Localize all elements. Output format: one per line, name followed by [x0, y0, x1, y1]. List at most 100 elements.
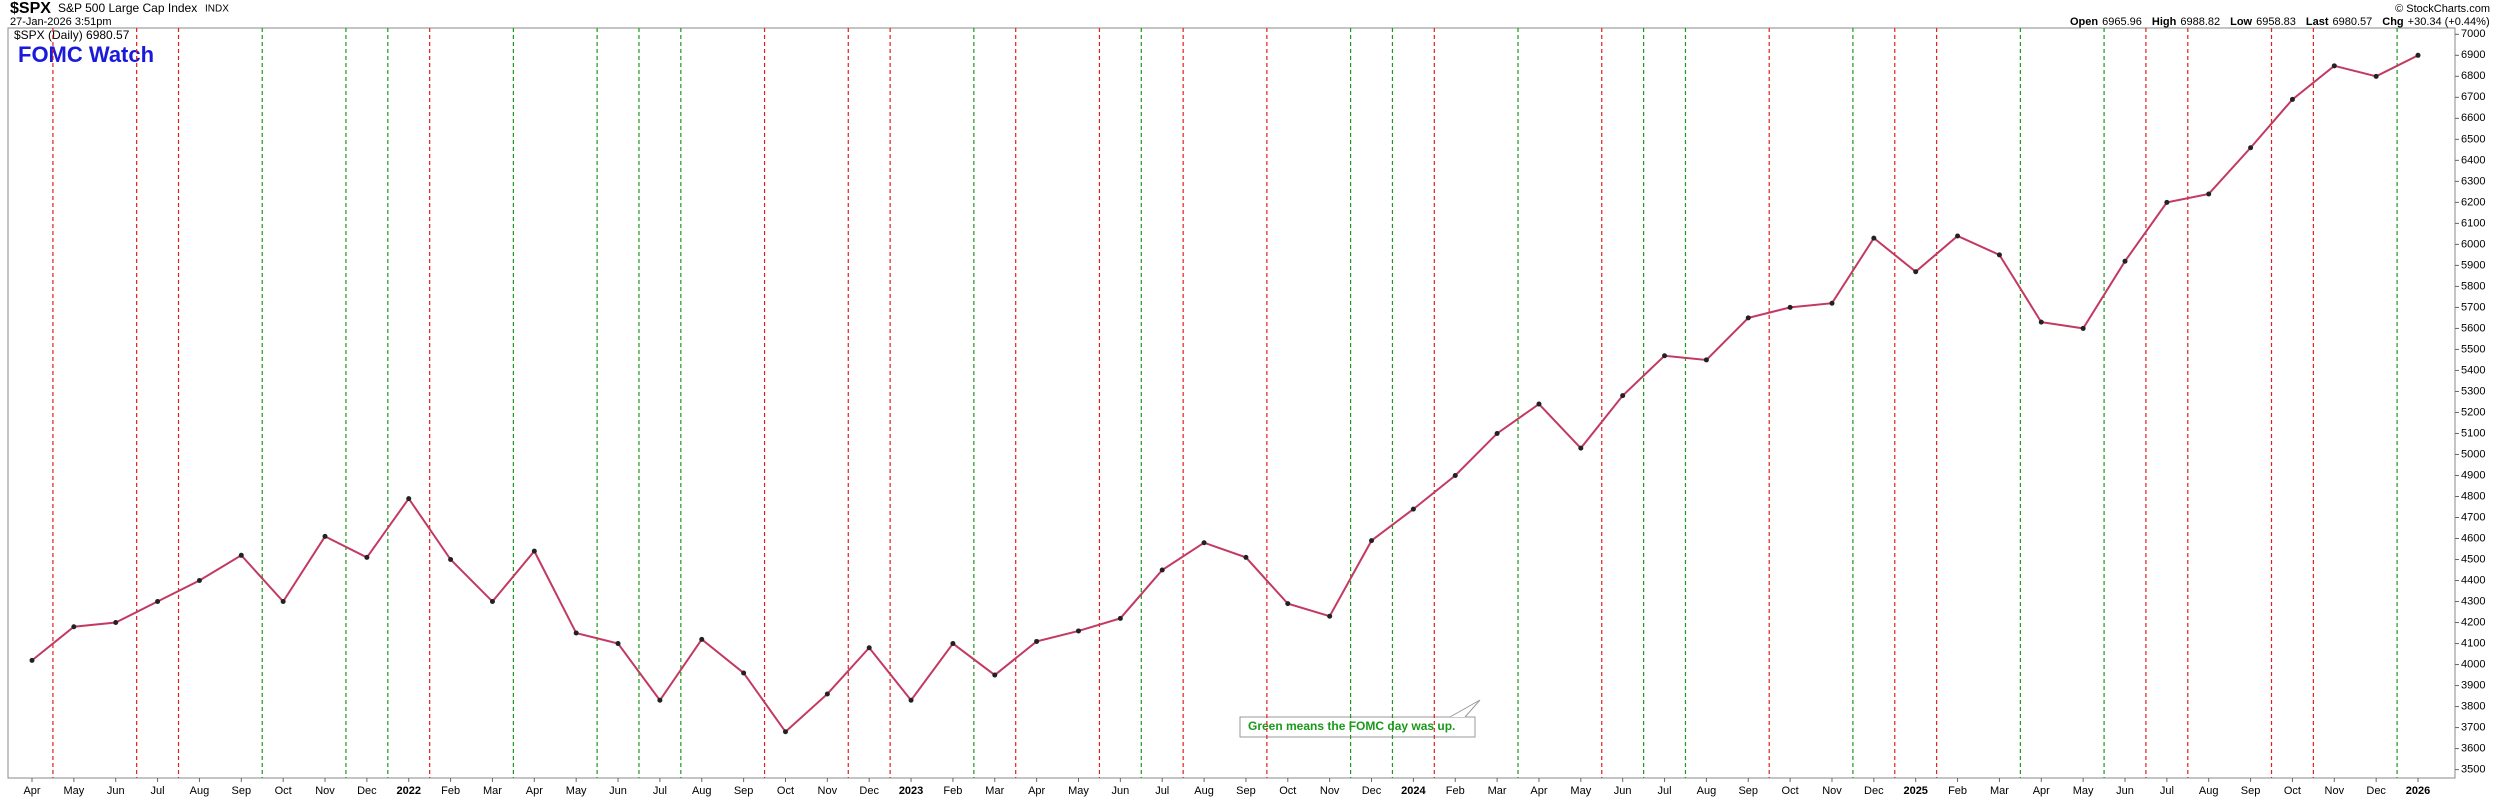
y-tick-label: 3900 — [2461, 679, 2485, 691]
x-tick-label: Apr — [1530, 785, 1547, 797]
price-point — [1201, 540, 1207, 546]
x-tick-label: Oct — [2284, 785, 2301, 797]
y-tick-label: 5700 — [2461, 301, 2485, 313]
x-tick-label: Nov — [2325, 785, 2345, 797]
price-point — [2331, 63, 2337, 69]
price-point — [196, 578, 202, 584]
x-tick-label: Jun — [609, 785, 627, 797]
x-tick-label: Jul — [151, 785, 165, 797]
x-tick-label: Oct — [777, 785, 794, 797]
y-tick-label: 5100 — [2461, 427, 2485, 439]
y-tick-label: 6700 — [2461, 91, 2485, 103]
x-tick-label: Mar — [1488, 785, 1507, 797]
x-tick-label: Oct — [1782, 785, 1799, 797]
x-tick-label: Dec — [357, 785, 377, 797]
x-tick-label: Aug — [1697, 785, 1717, 797]
x-tick-label: Apr — [2033, 785, 2050, 797]
y-tick-label: 6600 — [2461, 112, 2485, 124]
y-tick-label: 6800 — [2461, 70, 2485, 82]
x-tick-label: Jun — [107, 785, 125, 797]
x-tick-label: Feb — [943, 785, 962, 797]
x-tick-label: Apr — [1028, 785, 1045, 797]
price-point — [1955, 233, 1961, 239]
x-tick-label: Oct — [275, 785, 292, 797]
price-point — [1871, 235, 1877, 241]
quote: Open 6965.96 High 6988.82 Low 6958.83 Last 6980… — [2070, 16, 2490, 28]
exchange: INDX — [205, 4, 229, 15]
x-tick-label: Feb — [441, 785, 460, 797]
price-point — [1787, 304, 1793, 310]
price-point — [824, 691, 830, 697]
x-tick-label: Mar — [1990, 785, 2009, 797]
y-tick-label: 4400 — [2461, 574, 2485, 586]
x-tick-label: Nov — [315, 785, 335, 797]
price-point — [531, 548, 537, 554]
x-tick-label: Nov — [1822, 785, 1842, 797]
y-tick-label: 4600 — [2461, 532, 2485, 544]
x-tick-label: 2026 — [2406, 785, 2430, 797]
y-tick-label: 6900 — [2461, 49, 2485, 61]
price-point — [1536, 401, 1542, 407]
x-tick-label: Dec — [859, 785, 879, 797]
price-point — [782, 729, 788, 735]
annotation: Green means the FOMC day was up. — [1248, 719, 1455, 733]
y-tick-label: 5300 — [2461, 385, 2485, 397]
price-point — [1034, 638, 1040, 644]
price-point — [1620, 393, 1626, 399]
y-tick-label: 4700 — [2461, 511, 2485, 523]
x-tick-label: Jul — [653, 785, 667, 797]
x-tick-label: Feb — [1948, 785, 1967, 797]
x-tick-label: Jun — [2116, 785, 2134, 797]
annotation-box — [1239, 716, 1476, 738]
y-tick-label: 4500 — [2461, 553, 2485, 565]
x-tick-label: Sep — [1738, 785, 1758, 797]
y-tick-label: 5600 — [2461, 322, 2485, 334]
quote-label: Last — [2306, 16, 2329, 28]
x-tick-label: Dec — [1864, 785, 1884, 797]
x-tick-label: Oct — [1279, 785, 1296, 797]
y-tick-label: 4900 — [2461, 469, 2485, 481]
x-tick-label: 2023 — [899, 785, 923, 797]
price-point — [2080, 325, 2086, 331]
quote-value: 6958.83 — [2256, 16, 2296, 28]
x-tick-label: Jul — [1658, 785, 1672, 797]
price-point — [2206, 191, 2212, 197]
x-tick-label: Jun — [1111, 785, 1129, 797]
y-tick-label: 4300 — [2461, 595, 2485, 607]
price-point — [992, 672, 998, 678]
plot-area — [7, 27, 2456, 779]
price-point — [1452, 472, 1458, 478]
price-point — [448, 557, 454, 563]
x-tick-label: Jul — [1155, 785, 1169, 797]
price-point — [2122, 258, 2128, 264]
y-tick-label: 3800 — [2461, 700, 2485, 712]
price-point — [1662, 353, 1668, 359]
price-point — [71, 624, 77, 630]
chart-title: FOMC Watch — [18, 42, 154, 67]
x-tick-label: 2024 — [1401, 785, 1426, 797]
x-tick-label: 2022 — [396, 785, 420, 797]
price-point — [2373, 73, 2379, 79]
quote-label: High — [2152, 16, 2177, 28]
annotation-pointer — [1449, 699, 1481, 718]
quote-label: Chg — [2382, 16, 2403, 28]
symbol: $SPX — [10, 0, 51, 17]
price-point — [1243, 554, 1249, 560]
y-tick-label: 5800 — [2461, 280, 2485, 292]
y-tick-label: 5500 — [2461, 343, 2485, 355]
y-tick-label: 4000 — [2461, 658, 2485, 670]
series-legend: $SPX (Daily) 6980.57 — [14, 28, 130, 42]
price-point — [950, 641, 956, 647]
x-tick-label: Mar — [985, 785, 1004, 797]
price-point — [699, 636, 705, 642]
price-point — [2248, 145, 2254, 151]
y-tick-label: 3600 — [2461, 742, 2485, 754]
price-point — [1117, 615, 1123, 621]
price-point — [1996, 252, 2002, 258]
x-tick-label: Mar — [483, 785, 502, 797]
price-point — [908, 697, 914, 703]
x-tick-label: Apr — [23, 785, 40, 797]
price-point — [364, 554, 370, 560]
